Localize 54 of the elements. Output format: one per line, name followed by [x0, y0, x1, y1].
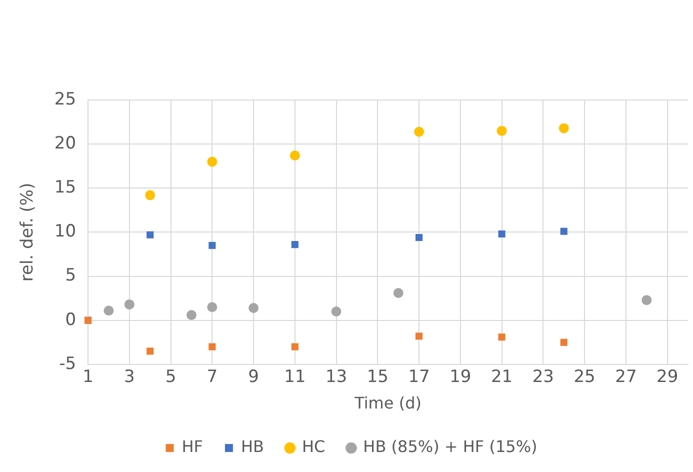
point: [393, 288, 404, 298]
point: [186, 310, 196, 320]
legend-label: HB (85%) + HF (15%): [363, 437, 538, 456]
point: [248, 302, 259, 313]
x-tick-label: 7: [206, 367, 218, 388]
point: [331, 306, 342, 317]
point: [414, 126, 424, 137]
point: [291, 343, 298, 350]
y-tick-label: 0: [65, 310, 76, 330]
point: [642, 295, 652, 306]
x-tick-label: 9: [248, 367, 259, 388]
point: [207, 302, 218, 312]
y-tick-label: 20: [54, 133, 76, 154]
y-tick-label: 15: [54, 178, 76, 198]
legend-label: HF: [182, 437, 203, 456]
x-tick-label: 19: [450, 367, 472, 388]
point: [560, 338, 568, 346]
y-axis-title: rel. def. (%): [18, 182, 38, 282]
point: [290, 150, 300, 161]
point: [146, 348, 154, 355]
point: [496, 126, 507, 136]
point: [558, 123, 569, 134]
legend-label: HC: [302, 437, 326, 456]
x-tick-label: 5: [165, 367, 176, 388]
point: [208, 343, 216, 350]
x-axis-title: Time (d): [354, 394, 422, 413]
legend-label: HB: [240, 437, 264, 456]
point: [498, 334, 506, 341]
point: [208, 242, 216, 249]
x-tick-label: 17: [408, 367, 430, 388]
y-tick-label: 10: [54, 222, 76, 242]
point: [124, 299, 134, 310]
x-tick-label: 25: [574, 367, 596, 388]
x-tick-label: 3: [124, 367, 135, 388]
y-tick-label: -5: [59, 354, 76, 374]
point: [416, 332, 423, 340]
point: [145, 190, 156, 200]
point: [291, 241, 298, 248]
point: [207, 156, 218, 167]
x-tick-label: 11: [284, 367, 306, 388]
x-tick-label: 13: [325, 367, 348, 388]
point: [560, 228, 568, 235]
y-tick-label: 5: [65, 266, 76, 286]
x-tick-label: 21: [490, 367, 513, 388]
x-tick-label: 29: [656, 367, 678, 388]
x-tick-label: 1: [82, 367, 94, 388]
y-tick-label: 25: [54, 89, 76, 110]
point: [498, 230, 506, 238]
point: [146, 231, 154, 238]
x-tick-label: 15: [366, 367, 388, 388]
x-tick-label: 23: [532, 367, 554, 388]
x-tick-label: 27: [615, 367, 637, 388]
point: [416, 234, 423, 242]
point: [104, 306, 114, 316]
